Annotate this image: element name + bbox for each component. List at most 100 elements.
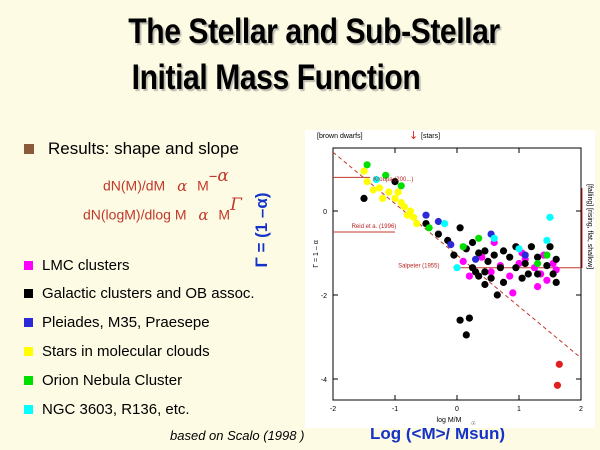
data-point xyxy=(456,316,464,324)
data-point xyxy=(553,381,562,389)
legend-swatch-icon xyxy=(24,405,33,414)
data-point xyxy=(534,259,542,268)
equation-dn-dm: dN(M)/dM α M–α xyxy=(103,166,229,195)
x-axis-label: log M/M xyxy=(437,417,462,424)
right-label-rising: [rising, flat, shallow] xyxy=(586,208,593,269)
equation-exponent: –α xyxy=(208,166,229,186)
data-point xyxy=(524,270,532,278)
proportional-symbol: α xyxy=(177,176,188,195)
legend-label: Orion Nebula Cluster xyxy=(42,372,183,389)
data-point xyxy=(493,291,501,299)
data-point xyxy=(481,247,489,255)
data-point xyxy=(543,276,551,284)
data-point xyxy=(434,230,442,238)
bullet-square-icon xyxy=(24,144,34,154)
x-tick-label: -1 xyxy=(392,406,398,413)
data-point xyxy=(521,251,529,259)
data-point xyxy=(481,280,489,289)
equation-lhs: dN(M)/dM xyxy=(103,177,166,194)
data-point xyxy=(481,268,489,276)
data-point xyxy=(499,247,508,255)
data-point xyxy=(534,270,542,278)
x-tick-label: 0 xyxy=(455,406,459,413)
data-point xyxy=(472,268,480,276)
legend-item-pleiades: Pleiades, M35, Praesepe xyxy=(24,314,210,331)
data-point xyxy=(506,272,514,280)
data-point xyxy=(552,255,560,263)
legend-item-lmc: LMC clusters xyxy=(24,257,130,274)
data-point xyxy=(518,274,526,282)
data-point xyxy=(394,188,402,196)
down-arrow-icon: ↓ xyxy=(409,129,418,142)
y-tick-label: 0 xyxy=(323,209,327,216)
right-label-falling: [falling] xyxy=(586,184,593,206)
data-point xyxy=(400,203,408,211)
data-point xyxy=(475,234,483,242)
data-point xyxy=(543,262,551,270)
data-point xyxy=(499,278,508,286)
data-point xyxy=(515,245,523,253)
legend-item-galactic: Galactic clusters and OB assoc. xyxy=(24,285,255,302)
data-point xyxy=(403,211,411,219)
chart-annotation: Salpeter (1955) xyxy=(398,264,439,270)
data-point xyxy=(450,251,458,259)
chart-annotation: Reid et a. (1996) xyxy=(352,224,397,230)
data-point xyxy=(487,268,495,276)
slide-title-line2: Initial Mass Function xyxy=(131,58,421,97)
top-label-brown-dwarfs: [brown dwarfs] xyxy=(317,133,363,140)
equation-dn-dlogm: dN(logM)/dlog M α MΓ xyxy=(83,195,242,224)
data-point xyxy=(391,178,399,186)
data-point xyxy=(512,264,520,272)
data-point xyxy=(453,264,461,272)
results-bullet: Results: shape and slope xyxy=(24,139,239,159)
y-axis-label: Γ = 1 – α xyxy=(313,240,320,268)
x-axis-label-subscript: ☉ xyxy=(471,421,475,427)
data-point xyxy=(379,194,387,202)
legend-label: Stars in molecular clouds xyxy=(42,343,210,360)
data-point xyxy=(447,241,455,249)
data-point xyxy=(372,175,380,184)
legend-item-molecular-clouds: Stars in molecular clouds xyxy=(24,343,210,360)
data-point xyxy=(360,167,368,175)
chart-annotation: Kroupa (200...) xyxy=(373,177,413,183)
data-point xyxy=(468,238,477,247)
data-point xyxy=(534,283,542,291)
data-point xyxy=(484,257,492,265)
x-tick-label: 2 xyxy=(579,406,583,413)
data-point xyxy=(391,194,399,202)
proportional-symbol: α xyxy=(198,205,209,224)
data-point xyxy=(487,274,495,282)
data-point xyxy=(465,272,473,280)
legend-label: Galactic clusters and OB assoc. xyxy=(42,285,255,302)
data-point xyxy=(555,360,563,368)
data-point xyxy=(369,186,377,194)
data-point xyxy=(459,243,467,251)
data-point xyxy=(490,234,498,242)
legend-item-ngc3603: NGC 3603, R136, etc. xyxy=(24,401,190,418)
legend-label: LMC clusters xyxy=(42,257,130,274)
data-point xyxy=(534,253,542,261)
data-point xyxy=(490,251,498,259)
data-point xyxy=(472,255,480,263)
x-tick-label: 1 xyxy=(517,406,521,413)
legend-swatch-icon xyxy=(24,289,33,298)
legend-swatch-icon xyxy=(24,376,33,385)
chart-panel xyxy=(305,130,595,428)
y-tick-label: -4 xyxy=(321,377,327,384)
data-point xyxy=(441,220,449,228)
results-label: Results: shape and slope xyxy=(48,139,239,158)
data-point xyxy=(363,178,371,186)
data-point xyxy=(425,224,433,232)
data-point xyxy=(509,289,517,297)
legend-item-orion: Orion Nebula Cluster xyxy=(24,372,182,389)
slide-title-line1: The Stellar and Sub-Stellar xyxy=(128,12,500,51)
source-note: based on Scalo (1998 ) xyxy=(170,428,305,443)
data-point xyxy=(375,184,384,192)
data-point xyxy=(546,213,554,221)
data-point xyxy=(496,264,504,272)
data-point xyxy=(363,161,371,169)
y-tick-label: -2 xyxy=(321,293,327,300)
data-point xyxy=(413,220,421,228)
legend-swatch-icon xyxy=(24,261,33,270)
